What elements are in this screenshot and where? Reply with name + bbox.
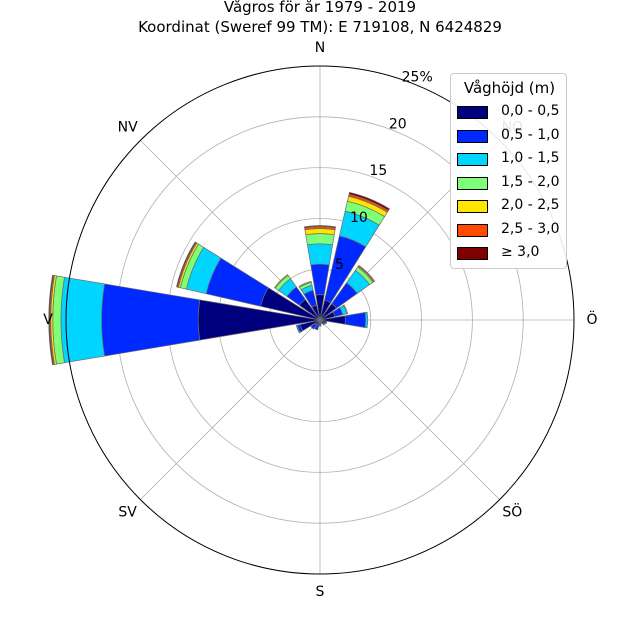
rose-bar-segment	[274, 274, 289, 289]
legend-swatch	[457, 153, 488, 166]
rose-bar-segment	[348, 191, 390, 212]
rose-bar-segment	[48, 274, 54, 366]
legend-label: 1,5 - 2,0	[501, 173, 560, 190]
legend-label: ≥ 3,0	[501, 244, 540, 260]
chart-subtitle: Koordinat (Sweref 99 TM): E 719108, N 64…	[138, 18, 502, 36]
legend-swatch	[457, 200, 488, 213]
legend-swatch	[457, 247, 488, 260]
rose-bar-segment	[305, 233, 335, 246]
rose-bar-segment	[295, 324, 301, 334]
legend-label: 1,0 - 1,5	[501, 150, 560, 166]
chart-title: Vågros för år 1979 - 2019	[223, 0, 417, 16]
ring-label: 5	[335, 257, 344, 273]
rose-bar-segment	[314, 323, 320, 331]
grid-spoke	[319, 319, 500, 500]
ring-label: 20	[389, 116, 407, 132]
legend-label: 2,5 - 3,0	[501, 220, 560, 237]
legend: Våghöjd (m) 0,0 - 0,5 0,5 - 1,0 1,0 - 1,5 1…	[450, 73, 567, 269]
rose-bar-segment	[318, 323, 322, 327]
ring-label: 10	[350, 210, 368, 226]
rose-bar-segment	[307, 243, 333, 266]
rose-bar-segment	[342, 304, 349, 315]
rose-bar-segment	[364, 311, 369, 329]
rose-bars	[48, 191, 390, 366]
direction-label: SÖ	[502, 502, 522, 520]
rose-bar-segment	[310, 323, 317, 330]
legend-label: 2,0 - 2,5	[501, 197, 560, 213]
grid-spoke	[140, 319, 321, 500]
legend-label: 0,5 - 1,0	[501, 126, 560, 143]
direction-label: V	[43, 312, 53, 328]
rose-bar-segment	[304, 225, 336, 229]
polar-grid	[66, 66, 574, 574]
rose-bar-segment	[322, 322, 326, 326]
rose-bar-segment	[176, 241, 197, 288]
rose-bar-segment	[101, 283, 201, 357]
legend-label: 0,0 - 0,5	[501, 103, 560, 119]
rose-bar-segment	[344, 312, 367, 328]
legend-swatch	[457, 106, 488, 119]
direction-label: N	[315, 40, 325, 56]
rose-bar-segment	[357, 264, 376, 283]
rose-bar-segment	[310, 263, 330, 296]
legend-swatch	[457, 223, 488, 237]
direction-label: Ö	[586, 310, 597, 328]
direction-label: NV	[118, 120, 138, 136]
rose-bar-segment	[324, 320, 328, 325]
ring-label: 15	[369, 163, 387, 179]
direction-label: SV	[118, 504, 137, 520]
direction-label: S	[316, 584, 325, 600]
legend-swatch	[457, 129, 488, 143]
legend-title: Våghöjd (m)	[463, 79, 556, 97]
rose-bar-segment	[298, 280, 312, 288]
polar-frame	[65, 65, 575, 575]
ring-label: 25%	[402, 69, 433, 85]
legend-swatch	[457, 176, 488, 190]
